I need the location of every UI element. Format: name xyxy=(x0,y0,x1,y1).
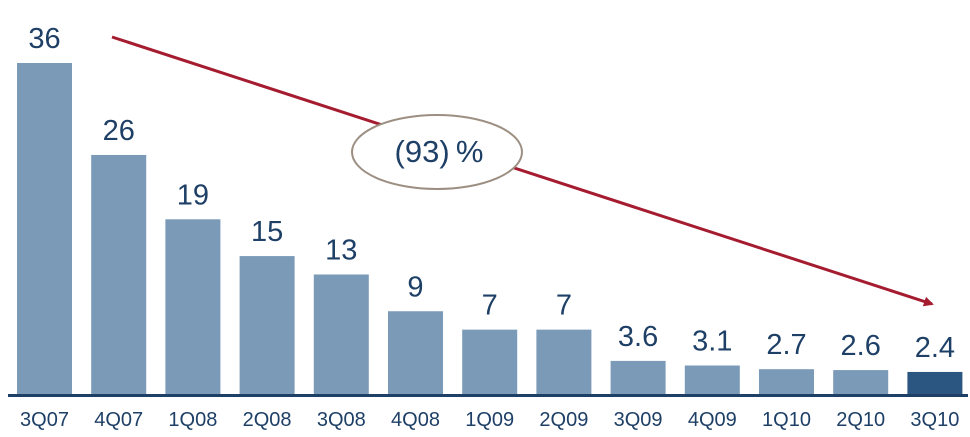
tick-label-2Q10: 2Q10 xyxy=(836,409,885,431)
bar-2Q09 xyxy=(536,329,592,394)
tick-labels-group: 3Q07 4Q07 1Q08 2Q08 3Q08 4Q08 1Q09 2Q09 3Q09 4Q09… xyxy=(20,409,959,431)
bar-2Q10 xyxy=(833,370,889,394)
trend-arrow xyxy=(111,35,934,307)
value-label-3Q07: 36 xyxy=(28,23,60,55)
bar-3Q09 xyxy=(610,360,666,394)
value-label-2Q09: 7 xyxy=(556,290,572,322)
tick-label-1Q09: 1Q09 xyxy=(465,409,514,431)
bar-4Q09 xyxy=(684,365,740,394)
tick-label-3Q07: 3Q07 xyxy=(20,409,69,431)
value-label-1Q10: 2.7 xyxy=(766,329,806,361)
bar-1Q10 xyxy=(759,369,814,394)
value-label-3Q09: 3.6 xyxy=(618,321,658,353)
tick-label-4Q08: 4Q08 xyxy=(391,409,440,431)
value-label-4Q07: 26 xyxy=(103,115,135,147)
annotation-ellipse xyxy=(351,114,523,190)
value-labels-group: 36 26 19 15 13 9 7 7 3.6 3.1 2.7 2.6 2.4 xyxy=(28,23,955,364)
value-label-2Q08: 15 xyxy=(251,216,283,248)
annotation-callout: (93) % xyxy=(351,114,523,190)
value-label-3Q10: 2.4 xyxy=(915,332,955,364)
tick-label-2Q09: 2Q09 xyxy=(539,409,588,431)
tick-label-3Q08: 3Q08 xyxy=(317,409,366,431)
bar-2Q08 xyxy=(239,256,295,394)
value-label-4Q09: 3.1 xyxy=(692,325,732,357)
tick-label-3Q09: 3Q09 xyxy=(614,409,663,431)
bar-4Q07 xyxy=(91,154,147,394)
tick-label-4Q09: 4Q09 xyxy=(688,409,737,431)
bar-3Q10 xyxy=(907,371,963,394)
tick-label-2Q08: 2Q08 xyxy=(243,409,292,431)
bar-1Q09 xyxy=(462,329,518,394)
bar-3Q07 xyxy=(17,63,72,394)
value-label-1Q08: 19 xyxy=(177,179,209,211)
bar-1Q08 xyxy=(165,219,221,394)
value-label-3Q08: 13 xyxy=(325,234,357,266)
tick-label-3Q10: 3Q10 xyxy=(910,409,959,431)
tick-label-1Q10: 1Q10 xyxy=(762,409,811,431)
tick-label-4Q07: 4Q07 xyxy=(94,409,143,431)
tick-label-1Q08: 1Q08 xyxy=(168,409,217,431)
annotation-text: (93) % xyxy=(395,134,484,169)
bar-4Q08 xyxy=(388,311,443,394)
bar-3Q08 xyxy=(313,274,369,394)
value-label-2Q10: 2.6 xyxy=(841,330,881,362)
value-label-1Q09: 7 xyxy=(482,290,498,322)
bars-group xyxy=(17,63,963,394)
value-label-4Q08: 9 xyxy=(407,271,423,303)
